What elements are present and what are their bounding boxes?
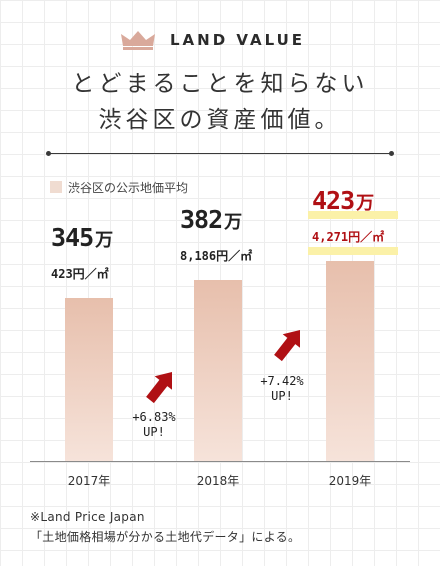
value-label-0: 345 万 (51, 223, 113, 252)
crown-icon (121, 31, 155, 50)
divider (48, 153, 392, 154)
growth-pct-0: +6.83% (132, 410, 176, 424)
value-sublabel-2: 4,271円／㎡ (312, 230, 385, 244)
section-header: LAND VALUE (0, 30, 440, 54)
growth-up-1: UP! (271, 389, 293, 403)
growth-arrow-shape-0 (146, 372, 172, 404)
value-highlight-2 (308, 211, 398, 219)
bar-2 (326, 261, 374, 461)
growth-label-0: +6.83% UP! (124, 410, 184, 440)
value-label-2: 423 万 (312, 186, 374, 215)
footnote-text: 「土地価格相場が分かる土地代データ」による。 (30, 530, 301, 544)
growth-label-1: +7.42% UP! (252, 374, 312, 404)
x-tick-label-0: 2017年 (67, 474, 111, 488)
value-sublabel-1: 8,186円／㎡ (180, 249, 253, 263)
value-unit-1: 万 (224, 212, 242, 233)
x-axis-line (30, 461, 410, 462)
value-number-2: 423 (312, 186, 355, 215)
legend-label: 渋谷区の公示地価平均 (68, 180, 189, 195)
value-unit-0: 万 (95, 230, 113, 251)
headline-line-2: 渋谷区の資産価値。 (98, 107, 342, 133)
growth-pct-1: +7.42% (260, 374, 304, 388)
bar-1 (194, 280, 242, 461)
bar-0 (65, 298, 113, 461)
growth-up-0: UP! (143, 425, 165, 439)
headline-line-1: とどまることを知らない (71, 71, 369, 97)
sub-highlight-2 (308, 247, 398, 255)
growth-arrow-shape-1 (274, 330, 300, 362)
legend-swatch (50, 181, 62, 193)
x-tick-label-1: 2018年 (196, 474, 240, 488)
x-tick-label-2: 2019年 (328, 474, 372, 488)
value-number-0: 345 (51, 223, 94, 252)
divider-dot-left (46, 151, 51, 156)
value-number-1: 382 (180, 205, 223, 234)
divider-dot-right (389, 151, 394, 156)
value-sublabel-0: 423円／㎡ (51, 267, 109, 281)
section-label: LAND VALUE (170, 31, 306, 49)
value-label-1: 382 万 (180, 205, 242, 234)
legend: 渋谷区の公示地価平均 (50, 180, 189, 195)
footnote-source: ※Land Price Japan (30, 510, 145, 524)
value-unit-2: 万 (356, 193, 374, 214)
